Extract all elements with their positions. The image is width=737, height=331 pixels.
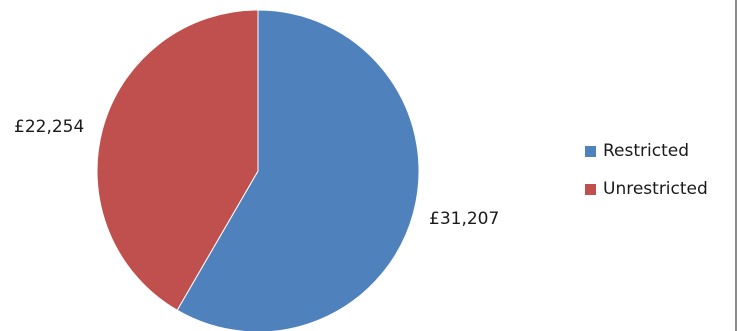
pie-slice-unrestricted <box>96 9 259 311</box>
chart-border <box>735 0 737 331</box>
legend-label-restricted: Restricted <box>603 141 690 161</box>
legend: Restricted Unrestricted <box>585 141 708 217</box>
legend-swatch-restricted <box>585 145 596 157</box>
legend-label-unrestricted: Unrestricted <box>603 179 708 199</box>
legend-item-unrestricted: Unrestricted <box>585 179 708 199</box>
data-label-restricted: £31,207 <box>429 209 500 229</box>
legend-item-restricted: Restricted <box>585 141 708 161</box>
data-label-unrestricted: £22,254 <box>14 117 85 137</box>
legend-swatch-unrestricted <box>585 183 596 195</box>
pie-slice-restricted <box>176 9 420 331</box>
